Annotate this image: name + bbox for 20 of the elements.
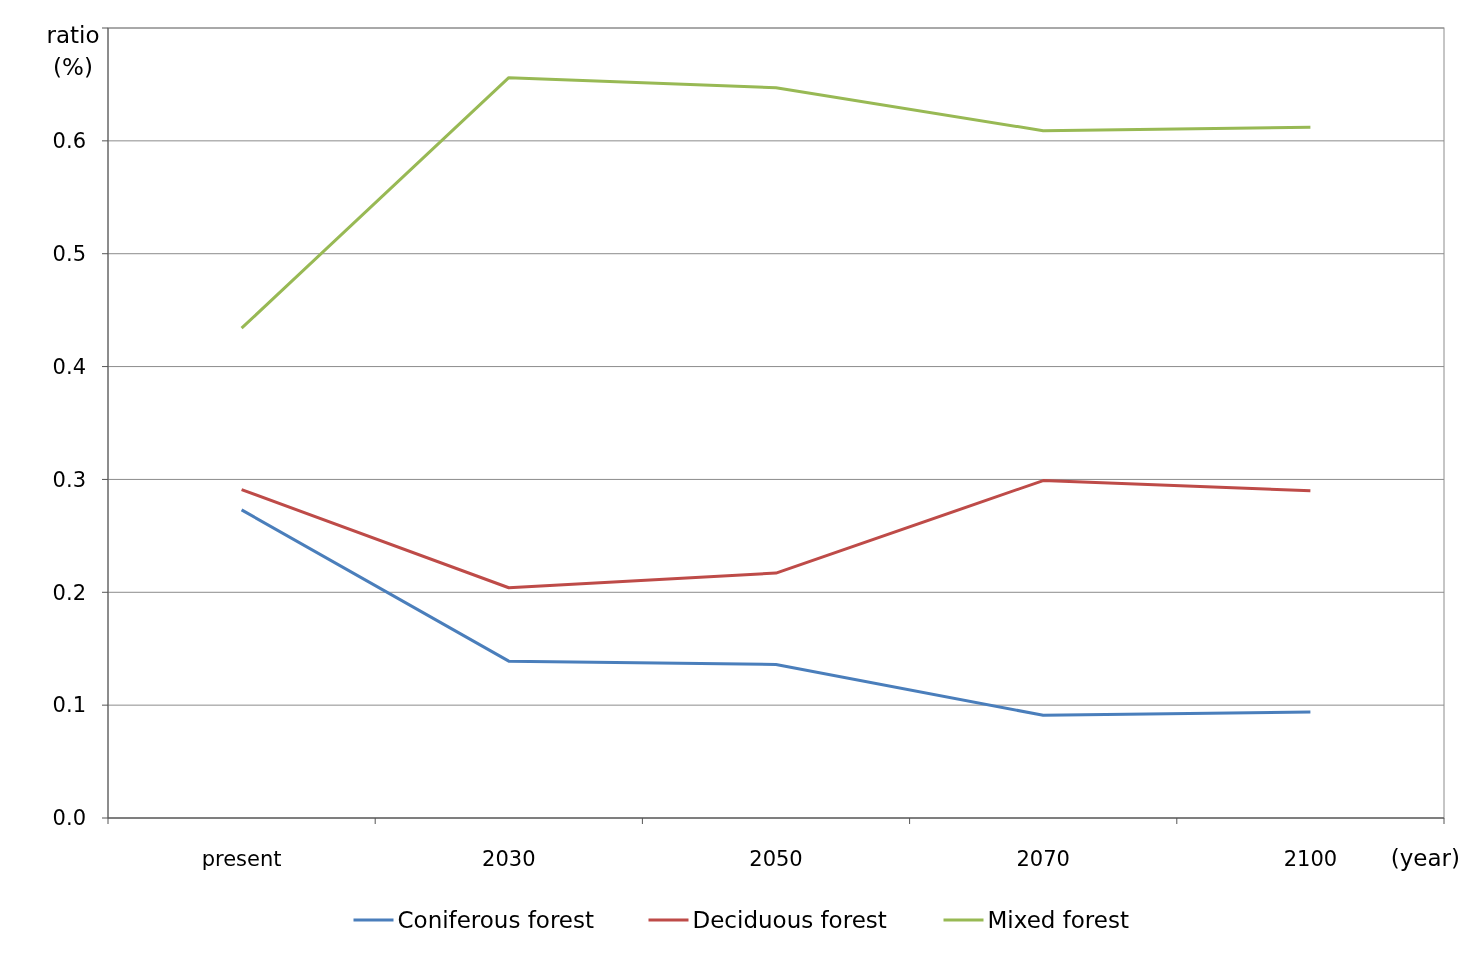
y-tick-label: 0.2 [52,580,86,605]
y-tick-label: 0.0 [52,806,86,831]
y-tick-label: 0.1 [52,693,86,718]
line-series [240,479,1312,590]
line-series [240,76,1312,330]
x-tick-label: 2030 [482,847,536,871]
y-tick-label: 0.3 [52,467,86,492]
y-axis-title: ratio (%) [46,22,100,81]
line-series [240,508,1312,717]
y-tick-label: 0.4 [52,354,86,379]
x-tick-label: 2070 [1016,847,1070,871]
y-tick-label: 0.5 [52,242,86,267]
x-tick-label: 2050 [749,847,803,871]
x-tick-label: present [201,847,282,871]
legend-label: Mixed forest [987,907,1129,934]
y-tick-label: 0.6 [52,129,86,154]
x-axis-title: (year) [1390,845,1460,871]
legend-label: Coniferous forest [397,907,595,934]
legend-label: Deciduous forest [692,907,887,934]
x-tick-label: 2100 [1283,847,1338,871]
